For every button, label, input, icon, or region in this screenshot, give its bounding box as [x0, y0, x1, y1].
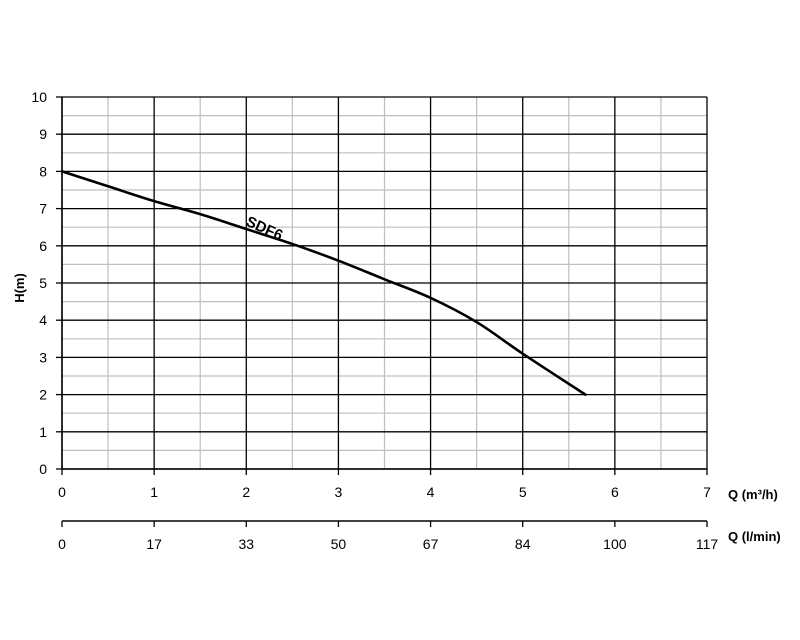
y-axis-title: H(m)	[12, 273, 27, 303]
series-point	[338, 260, 340, 262]
y-tick-label: 2	[39, 387, 47, 403]
x-tick-label: 1	[150, 484, 158, 500]
y-tick-label: 1	[39, 424, 47, 440]
y-tick-label: 0	[39, 461, 47, 477]
x-tick-label: 5	[519, 484, 527, 500]
series-point	[476, 321, 478, 323]
y-tick-label: 8	[39, 163, 47, 179]
series-point	[384, 278, 386, 280]
y-tick-label: 3	[39, 349, 47, 365]
y-tick-label: 9	[39, 126, 47, 142]
y-tick-label: 10	[31, 89, 47, 105]
y-tick-label: 4	[39, 312, 47, 328]
y-tick-label: 7	[39, 201, 47, 217]
x-tick-label: 2	[242, 484, 250, 500]
series-label-sdf6: SDF6	[243, 213, 285, 244]
x-tick-label: 3	[335, 484, 343, 500]
series-point	[61, 171, 63, 173]
x2-tick-label: 100	[603, 536, 627, 552]
x-tick-label: 4	[427, 484, 435, 500]
x2-tick-label: 17	[146, 536, 162, 552]
x2-axis-title: Q (l/min)	[728, 529, 781, 544]
x-tick-label: 7	[703, 484, 711, 500]
series-line-sdf6	[60, 170, 587, 396]
x-tick-label: 6	[611, 484, 619, 500]
x2-tick-label: 0	[58, 536, 66, 552]
x2-tick-label: 117	[696, 536, 719, 552]
series-point	[522, 353, 524, 355]
series-point	[430, 297, 432, 299]
series-point	[585, 394, 587, 396]
y-tick-label: 6	[39, 238, 47, 254]
y-tick-label: 5	[39, 275, 47, 291]
x-tick-label: 0	[58, 484, 66, 500]
x2-tick-label: 33	[238, 536, 254, 552]
x2-tick-label: 84	[515, 536, 531, 552]
x-axis-title: Q (m³/h)	[728, 487, 778, 502]
series-layer	[60, 170, 587, 396]
x2-tick-label: 50	[331, 536, 347, 552]
series-point	[107, 185, 109, 187]
series-point	[292, 243, 294, 245]
series-point	[199, 213, 201, 215]
x2-tick-label: 67	[423, 536, 439, 552]
series-point	[153, 200, 155, 202]
axes	[56, 96, 708, 527]
